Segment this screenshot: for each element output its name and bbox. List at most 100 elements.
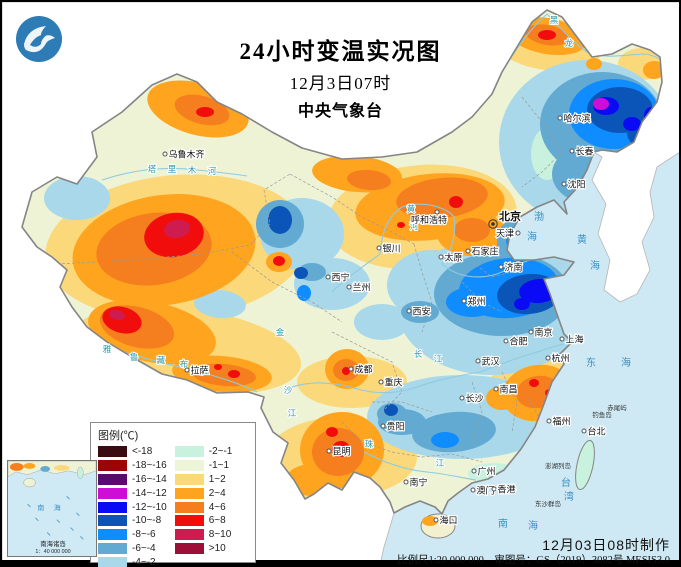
legend-swatch <box>174 529 204 541</box>
city-label: 哈尔滨 <box>564 113 591 124</box>
legend-column-positive: -2~-1 -1~1 1~2 2~4 4~6 6~8 8~10 >10 <box>174 445 233 567</box>
temperature-field <box>44 16 662 506</box>
city-label: 台北 <box>588 426 606 437</box>
production-time: 12月03日08时制作 <box>542 537 670 553</box>
legend-swatch <box>174 460 204 472</box>
legend-item: -12~-10 <box>98 500 167 514</box>
title-block: 24小时变温实况图 12月3日07时 中央气象台 <box>240 32 442 121</box>
svg-text:江: 江 <box>436 458 445 468</box>
national-border <box>21 9 663 515</box>
city-label: 合肥 <box>510 336 528 347</box>
svg-text:黄: 黄 <box>577 233 587 246</box>
svg-text:河: 河 <box>208 166 217 176</box>
map-datetime: 12月3日07时 <box>289 74 392 93</box>
legend-range-label: -18~-16 <box>132 460 167 472</box>
city-label: 武汉 <box>482 356 500 367</box>
svg-text:渤: 渤 <box>534 210 544 223</box>
svg-text:海: 海 <box>621 356 631 369</box>
city-marker <box>326 448 332 454</box>
city-label: 长春 <box>576 146 594 157</box>
city-marker <box>376 245 382 251</box>
city-label: 澳门 <box>477 485 495 496</box>
city-label: 昆明 <box>333 447 351 457</box>
legend-swatch <box>174 487 204 499</box>
legend-range-label: >10 <box>208 542 226 554</box>
legend-swatch <box>98 542 127 554</box>
svg-text:湾: 湾 <box>564 490 574 503</box>
city-marker <box>438 254 444 260</box>
city-marker <box>491 486 497 492</box>
city-marker <box>348 366 354 372</box>
city-marker <box>569 148 575 154</box>
legend-item: 6~8 <box>174 514 233 528</box>
svg-text:南: 南 <box>498 517 508 530</box>
svg-text:河: 河 <box>410 221 419 231</box>
svg-text:赤尾屿: 赤尾屿 <box>607 403 627 412</box>
legend-item: -2~-1 <box>174 445 233 459</box>
city-marker <box>403 479 409 485</box>
city-marker <box>378 379 384 385</box>
city-label: 长沙 <box>466 393 484 404</box>
legend-range-label: 8~10 <box>208 529 232 541</box>
city-label: 广州 <box>478 466 496 477</box>
svg-text:沙: 沙 <box>284 385 293 395</box>
south-china-sea-inset-map: 南 海 南海诸岛 1：40 000 000 <box>7 460 97 557</box>
city-marker <box>475 358 481 364</box>
legend-item: -8~-6 <box>98 528 167 542</box>
city-marker <box>459 395 465 401</box>
city-marker <box>581 428 587 434</box>
legend-swatch <box>98 460 127 472</box>
taiwan-island <box>575 439 595 491</box>
legend-swatch <box>98 501 127 513</box>
city-label: 拉萨 <box>191 365 209 376</box>
legend-swatch <box>98 446 127 458</box>
city-label: 西安 <box>413 306 431 317</box>
city-label: 兰州 <box>353 282 371 293</box>
svg-text:塔: 塔 <box>148 164 157 174</box>
legend-item: >10 <box>174 542 233 556</box>
legend-swatch <box>98 473 127 485</box>
city-label: 银川 <box>383 243 401 254</box>
city-marker <box>471 468 477 474</box>
city-label: 西宁 <box>332 272 350 283</box>
city-label: 天津 <box>496 229 514 239</box>
city-label: 郑州 <box>468 296 486 307</box>
svg-text:台: 台 <box>561 476 571 489</box>
city-label: 呼和浩特 <box>411 214 447 225</box>
legend-item: -6~-4 <box>98 542 167 556</box>
svg-text:龙: 龙 <box>565 38 574 48</box>
city-marker <box>434 209 440 215</box>
city-marker <box>470 487 476 493</box>
svg-text:黄: 黄 <box>407 204 416 214</box>
legend-item: -16~-14 <box>98 473 167 487</box>
city-marker <box>545 355 551 361</box>
legend-item: 8~10 <box>174 528 233 542</box>
legend-column-negative: <-18 -18~-16 -16~-14 -14~-12 -12~-10 -10~-8 -8… <box>98 445 167 567</box>
city-marker <box>465 248 471 254</box>
city-marker <box>325 274 331 280</box>
city-label: 福州 <box>553 416 571 427</box>
city-marker <box>498 264 504 270</box>
city-label: 重庆 <box>385 377 403 388</box>
city-marker <box>406 308 412 314</box>
svg-text:江: 江 <box>201 366 210 376</box>
svg-text:东: 东 <box>586 356 596 369</box>
svg-text:海: 海 <box>528 519 538 532</box>
legend-item: -10~-8 <box>98 514 167 528</box>
legend-swatch <box>174 542 204 554</box>
cma-logo-icon <box>16 16 62 62</box>
city-label: 乌鲁木齐 <box>169 149 205 160</box>
legend-item: -1~1 <box>174 459 233 473</box>
scale-and-approval: 比例尺1:20 000 000 审图号：GS（2019）3082号 MESIS3… <box>396 555 670 566</box>
legend-range-label: -10~-8 <box>132 515 162 527</box>
legend-item: <-18 <box>98 445 167 459</box>
city-label: 上海 <box>566 334 584 345</box>
legend-range-label: -2~-1 <box>208 446 233 458</box>
city-marker <box>561 181 567 187</box>
svg-text:江: 江 <box>434 354 443 364</box>
legend-title: 图例(℃) <box>98 430 139 442</box>
city-label: 杭州 <box>552 353 570 364</box>
city-label: 石家庄 <box>472 246 499 257</box>
